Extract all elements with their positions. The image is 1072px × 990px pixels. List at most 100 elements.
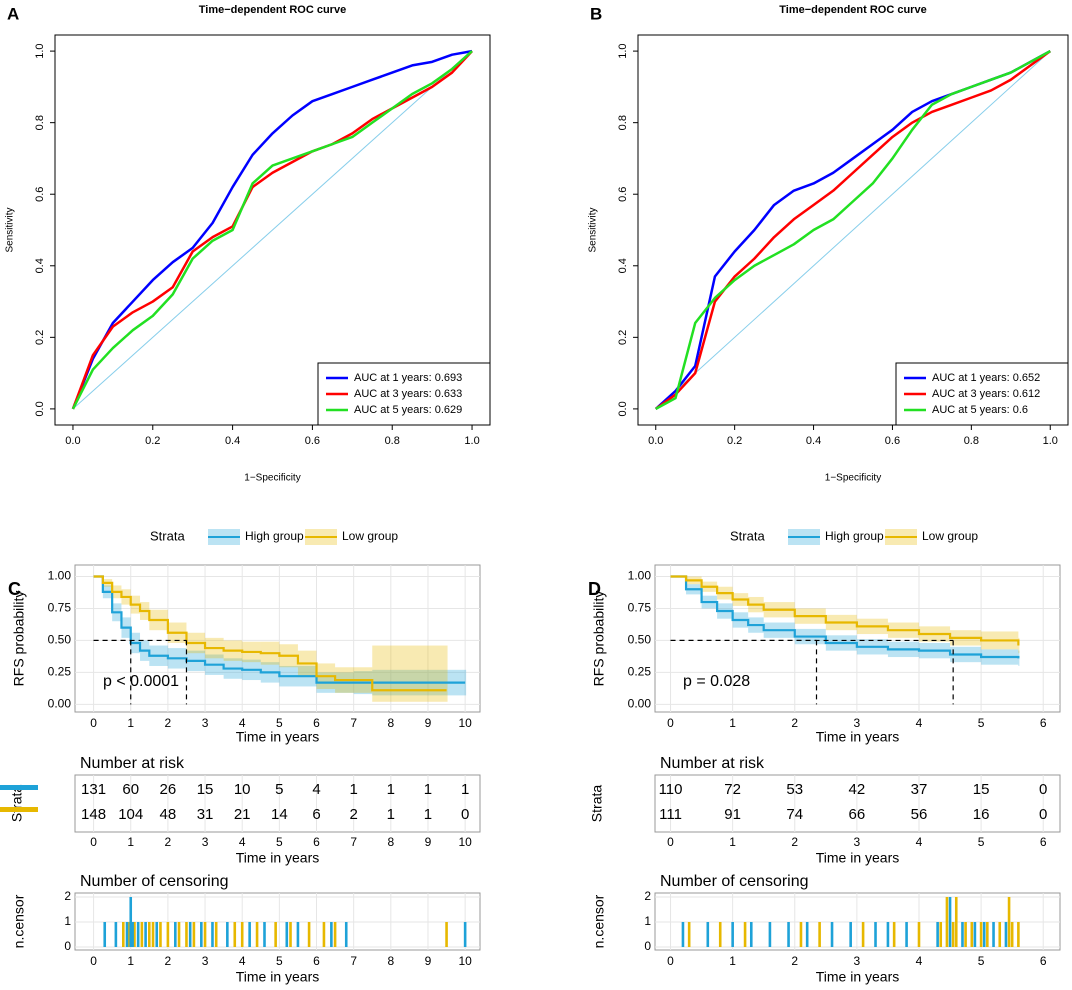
- x-tick-label: 10: [458, 716, 472, 730]
- y-tick-label: 0.4: [617, 258, 629, 273]
- censor-bar: [917, 922, 921, 947]
- legend-title: Strata: [150, 528, 185, 543]
- x-tick-label: 0: [90, 954, 97, 968]
- p-value: p = 0.028: [683, 673, 750, 690]
- x-tick-label: 10: [458, 954, 472, 968]
- risk-count: 15: [197, 781, 214, 798]
- legend-label: AUC at 3 years: 0.612: [932, 388, 1040, 400]
- x-tick-label: 3: [854, 954, 861, 968]
- legend-label: High group: [245, 529, 304, 543]
- x-tick-label: 5: [276, 954, 283, 968]
- p-value: p < 0.0001: [103, 673, 179, 690]
- x-tick-label: 1: [729, 716, 736, 730]
- censor-bar: [964, 922, 967, 947]
- legend-label: Low group: [922, 529, 978, 543]
- x-tick-label: 2: [791, 835, 798, 849]
- x-tick-label: 7: [350, 835, 357, 849]
- x-tick-label: 0.6: [885, 435, 900, 447]
- censor-bar: [200, 922, 203, 947]
- confidence-band: [446, 645, 448, 702]
- legend-label: AUC at 3 years: 0.633: [354, 388, 462, 400]
- y-tick-label: 1: [644, 914, 651, 928]
- risk-count: 10: [234, 781, 251, 798]
- x-tick-label: 1.0: [464, 435, 479, 447]
- table-border: [654, 774, 1061, 833]
- censor-bar: [131, 922, 134, 947]
- risk-count: 111: [659, 806, 682, 823]
- risk-count: 14: [271, 806, 288, 823]
- risk-count: 1: [349, 781, 357, 798]
- risk-count: 37: [911, 781, 928, 798]
- risk-count: 42: [849, 781, 866, 798]
- x-tick-label: 8: [387, 954, 394, 968]
- risk-count: 110: [659, 781, 683, 798]
- risk-count: 48: [160, 806, 177, 823]
- y-axis-label: Sensitivity: [5, 207, 16, 252]
- x-tick-label: 7: [350, 716, 357, 730]
- risk-count: 91: [724, 806, 741, 823]
- y-tick-label: 0.6: [34, 187, 46, 202]
- x-tick-label: 1: [729, 954, 736, 968]
- censor-bar: [970, 922, 974, 947]
- risk-count: 2: [349, 806, 357, 823]
- censor-bar: [188, 922, 192, 947]
- censor-bar: [159, 922, 162, 947]
- risk-count: 1: [387, 781, 395, 798]
- risk-count: 1: [461, 781, 469, 798]
- censor-bar: [905, 922, 908, 947]
- censor-bar: [743, 922, 747, 947]
- x-tick-label: 8: [387, 835, 394, 849]
- censor-bar: [233, 922, 237, 947]
- table-title: Number at risk: [80, 755, 185, 772]
- strata-key: [0, 785, 38, 790]
- y-tick-label: 2: [64, 889, 71, 903]
- panel-label: A: [7, 4, 19, 23]
- chart-title: Number of censoring: [660, 873, 809, 890]
- y-tick-label: 0.2: [617, 330, 629, 345]
- x-tick-label: 1: [127, 835, 134, 849]
- risk-count: 26: [160, 781, 177, 798]
- x-tick-label: 0.4: [806, 435, 821, 447]
- y-tick-label: 0.50: [48, 633, 72, 647]
- censor-bar: [939, 922, 943, 947]
- y-tick-label: 1.00: [628, 569, 652, 583]
- censor-bar: [122, 922, 125, 947]
- legend-label: AUC at 5 years: 0.629: [354, 404, 462, 416]
- x-tick-label: 0: [90, 835, 97, 849]
- y-tick-label: 1: [64, 914, 71, 928]
- censor-bar: [289, 922, 292, 947]
- x-axis-label: Time in years: [816, 969, 900, 985]
- x-tick-label: 0: [667, 954, 674, 968]
- panel-label: B: [590, 4, 602, 23]
- roc-curve: [71, 50, 473, 410]
- censor-bar: [125, 922, 129, 947]
- x-axis-label: 1−Specificity: [244, 473, 300, 484]
- y-tick-label: 0: [644, 939, 651, 953]
- y-axis-label: n.censor: [591, 894, 607, 948]
- censor-bar: [240, 922, 244, 947]
- x-tick-label: 8: [387, 716, 394, 730]
- censor-bar: [226, 922, 229, 947]
- y-tick-label: 0.25: [48, 665, 72, 679]
- risk-count: 15: [973, 781, 990, 798]
- panel-background: [74, 564, 481, 713]
- risk-count: 72: [724, 781, 741, 798]
- censor-bar: [177, 922, 181, 947]
- censor-bar: [129, 897, 133, 947]
- x-tick-label: 4: [916, 835, 923, 849]
- y-tick-label: 1.00: [48, 569, 72, 583]
- x-axis-label: Time in years: [236, 729, 320, 745]
- censor-bar: [274, 922, 277, 947]
- y-tick-label: 0.4: [34, 258, 46, 273]
- x-tick-label: 4: [916, 716, 923, 730]
- censor-bar: [982, 922, 986, 947]
- censor-bar: [892, 922, 896, 947]
- x-tick-label: 1.0: [1043, 435, 1058, 447]
- censor-bar: [954, 897, 958, 947]
- risk-count: 148: [81, 806, 106, 823]
- x-tick-label: 7: [350, 954, 357, 968]
- confidence-band: [372, 645, 447, 702]
- plot-border: [637, 34, 1069, 426]
- x-tick-label: 2: [791, 954, 798, 968]
